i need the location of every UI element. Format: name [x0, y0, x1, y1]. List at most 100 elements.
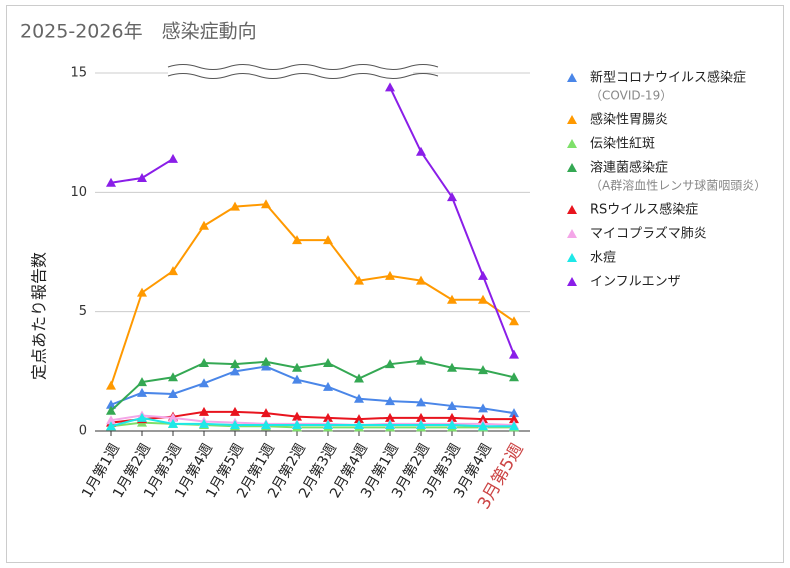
point	[323, 381, 333, 391]
series-line	[110, 359, 515, 412]
point	[447, 420, 457, 430]
legend-label: 水痘	[590, 251, 616, 266]
point	[478, 403, 488, 413]
point	[416, 412, 426, 422]
point	[354, 414, 364, 424]
point	[416, 397, 426, 407]
point	[199, 220, 209, 230]
legend-label: 新型コロナウイルス感染症	[590, 70, 746, 86]
point	[509, 372, 519, 382]
point	[199, 406, 209, 416]
legend-marker	[567, 253, 577, 262]
y-tick-label: 0	[79, 424, 87, 439]
point	[261, 361, 271, 371]
point	[478, 294, 488, 304]
point	[478, 270, 488, 280]
series-line	[110, 365, 515, 415]
y-axis-label: 定点あたり報告数	[30, 252, 49, 380]
point	[168, 266, 178, 276]
point	[292, 411, 302, 421]
point	[416, 355, 426, 365]
point	[137, 387, 147, 397]
point	[230, 366, 240, 376]
point	[292, 362, 302, 372]
legend-label: インフルエンザ	[590, 275, 681, 290]
point	[106, 399, 116, 409]
point	[292, 235, 302, 245]
point	[323, 412, 333, 422]
point	[323, 357, 333, 367]
y-tick-label: 10	[70, 185, 87, 200]
legend-label: 感染性胃腸炎	[590, 112, 668, 128]
legend-note: （COVID-19）	[590, 89, 672, 103]
point	[106, 405, 116, 415]
point	[354, 373, 364, 383]
series-line	[110, 416, 514, 428]
point	[168, 412, 178, 422]
point	[168, 153, 178, 163]
point	[385, 396, 395, 406]
point	[261, 356, 271, 366]
point	[199, 357, 209, 367]
point	[416, 146, 426, 156]
point	[385, 359, 395, 369]
point	[230, 406, 240, 416]
point	[323, 235, 333, 245]
point	[168, 418, 178, 428]
point	[354, 393, 364, 403]
series-line	[110, 414, 515, 427]
point	[509, 349, 519, 359]
point	[230, 201, 240, 211]
point	[354, 275, 364, 285]
legend-marker	[567, 205, 577, 214]
point	[106, 380, 116, 390]
point	[509, 316, 519, 326]
point	[106, 177, 116, 187]
point	[292, 420, 302, 430]
series-line	[110, 203, 515, 386]
legend-marker	[567, 73, 577, 82]
point	[416, 275, 426, 285]
y-tick-label: 15	[70, 66, 87, 81]
legend-marker	[567, 115, 577, 124]
point	[137, 287, 147, 297]
point	[199, 418, 209, 428]
legend-marker	[567, 163, 577, 172]
point	[168, 372, 178, 382]
point	[261, 408, 271, 418]
point	[447, 362, 457, 372]
point	[261, 199, 271, 209]
legend-label: マイコプラズマ肺炎	[590, 226, 707, 242]
point	[447, 192, 457, 202]
legend-label: 溶連菌感染症	[590, 160, 668, 176]
point	[385, 270, 395, 280]
point	[292, 374, 302, 384]
point	[509, 414, 519, 424]
legend-label: 伝染性紅斑	[590, 137, 655, 152]
point	[354, 420, 364, 430]
point	[168, 389, 178, 399]
point	[509, 421, 519, 431]
point	[509, 408, 519, 418]
point	[106, 415, 116, 425]
point	[478, 421, 488, 431]
point	[230, 359, 240, 369]
point	[385, 82, 395, 92]
point	[137, 412, 147, 422]
point	[478, 365, 488, 375]
point	[137, 377, 147, 387]
point	[323, 420, 333, 430]
point	[137, 173, 147, 183]
point	[447, 400, 457, 410]
point	[106, 421, 116, 431]
chart-title: 2025-2026年 感染症動向	[20, 21, 257, 43]
point	[199, 378, 209, 388]
legend-marker	[567, 277, 577, 286]
series-line	[110, 410, 514, 424]
y-tick-label: 5	[79, 304, 87, 319]
point	[416, 420, 426, 430]
point	[385, 420, 395, 430]
axis-break	[167, 64, 439, 81]
legend-label: RSウイルス感染症	[590, 202, 698, 218]
